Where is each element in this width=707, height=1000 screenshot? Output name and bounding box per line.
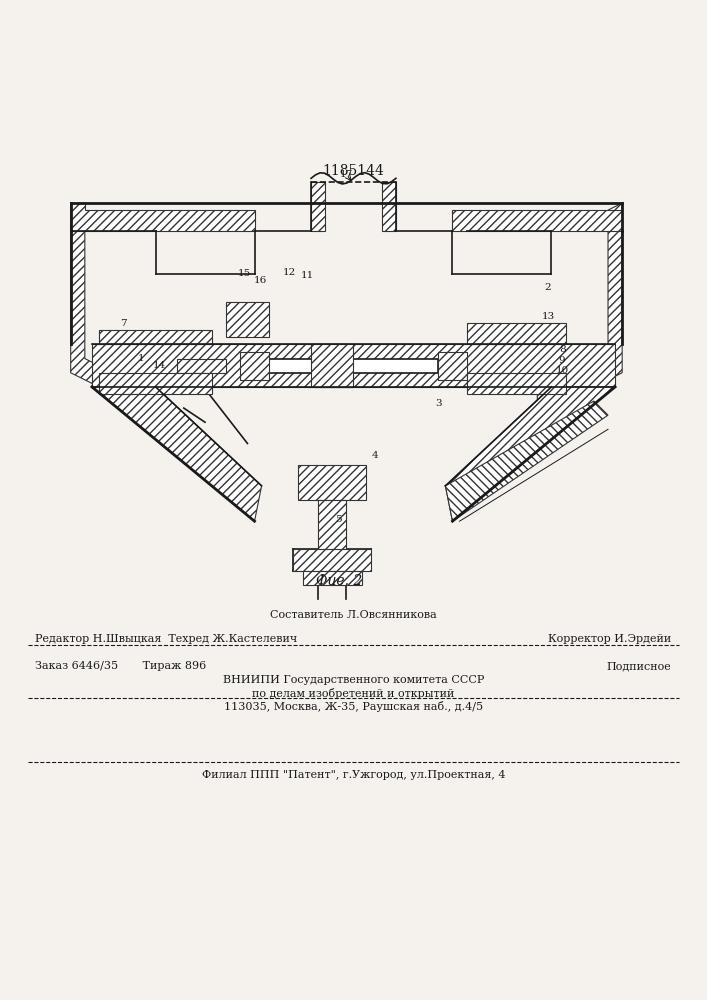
- Text: 4: 4: [371, 451, 378, 460]
- Text: Филиал ППП "Патент", г.Ужгород, ул.Проектная, 4: Филиал ППП "Патент", г.Ужгород, ул.Проек…: [201, 770, 506, 780]
- Polygon shape: [298, 465, 366, 500]
- Polygon shape: [318, 500, 346, 571]
- Polygon shape: [293, 549, 371, 571]
- Polygon shape: [177, 359, 226, 373]
- Text: 113035, Москва, Ж-35, Раушская наб., д.4/5: 113035, Москва, Ж-35, Раушская наб., д.4…: [224, 701, 483, 712]
- Polygon shape: [467, 373, 566, 394]
- Text: Фие. 2: Фие. 2: [316, 574, 363, 588]
- Polygon shape: [438, 352, 467, 380]
- Text: по делам изобретений и открытий: по делам изобретений и открытий: [252, 688, 455, 699]
- Text: ВНИИПИ Государственного комитета СССР: ВНИИПИ Государственного комитета СССР: [223, 675, 484, 685]
- Text: 16: 16: [254, 276, 267, 285]
- Text: Подписное: Подписное: [607, 661, 672, 671]
- Polygon shape: [71, 203, 156, 415]
- Polygon shape: [445, 401, 608, 521]
- Text: Заказ 6446/35       Тираж 896: Заказ 6446/35 Тираж 896: [35, 661, 206, 671]
- Polygon shape: [311, 182, 325, 231]
- Polygon shape: [240, 352, 269, 380]
- Text: 10: 10: [556, 366, 568, 375]
- Polygon shape: [537, 203, 622, 415]
- Text: 3: 3: [435, 399, 442, 408]
- Polygon shape: [269, 359, 438, 373]
- Polygon shape: [311, 344, 354, 387]
- Polygon shape: [467, 323, 566, 344]
- Polygon shape: [303, 571, 362, 585]
- Polygon shape: [226, 302, 269, 337]
- Text: 12: 12: [284, 268, 296, 277]
- Polygon shape: [99, 330, 212, 344]
- Text: 2: 2: [544, 283, 551, 292]
- Polygon shape: [315, 344, 350, 387]
- Polygon shape: [382, 182, 396, 231]
- Text: 13: 13: [542, 312, 554, 321]
- Text: 14: 14: [153, 361, 165, 370]
- Polygon shape: [71, 203, 255, 231]
- Text: 9: 9: [559, 356, 566, 365]
- Polygon shape: [99, 373, 212, 394]
- Text: Редактор Н.Швыцкая  Техред Ж.Кастелевич: Редактор Н.Швыцкая Техред Ж.Кастелевич: [35, 634, 298, 644]
- Polygon shape: [445, 387, 615, 521]
- Text: 15: 15: [238, 269, 250, 278]
- Text: 1: 1: [138, 354, 145, 363]
- Text: 8: 8: [559, 345, 566, 354]
- Text: 5: 5: [334, 515, 341, 524]
- Text: 7: 7: [120, 319, 127, 328]
- Text: Корректор И.Эрдейи: Корректор И.Эрдейи: [549, 634, 672, 644]
- Polygon shape: [92, 387, 262, 521]
- Text: 1185144: 1185144: [322, 164, 385, 178]
- Text: Составитель Л.Овсянникова: Составитель Л.Овсянникова: [270, 610, 437, 620]
- Polygon shape: [92, 344, 615, 387]
- Text: 17: 17: [340, 170, 353, 179]
- Polygon shape: [452, 210, 622, 231]
- Text: 11: 11: [301, 271, 314, 280]
